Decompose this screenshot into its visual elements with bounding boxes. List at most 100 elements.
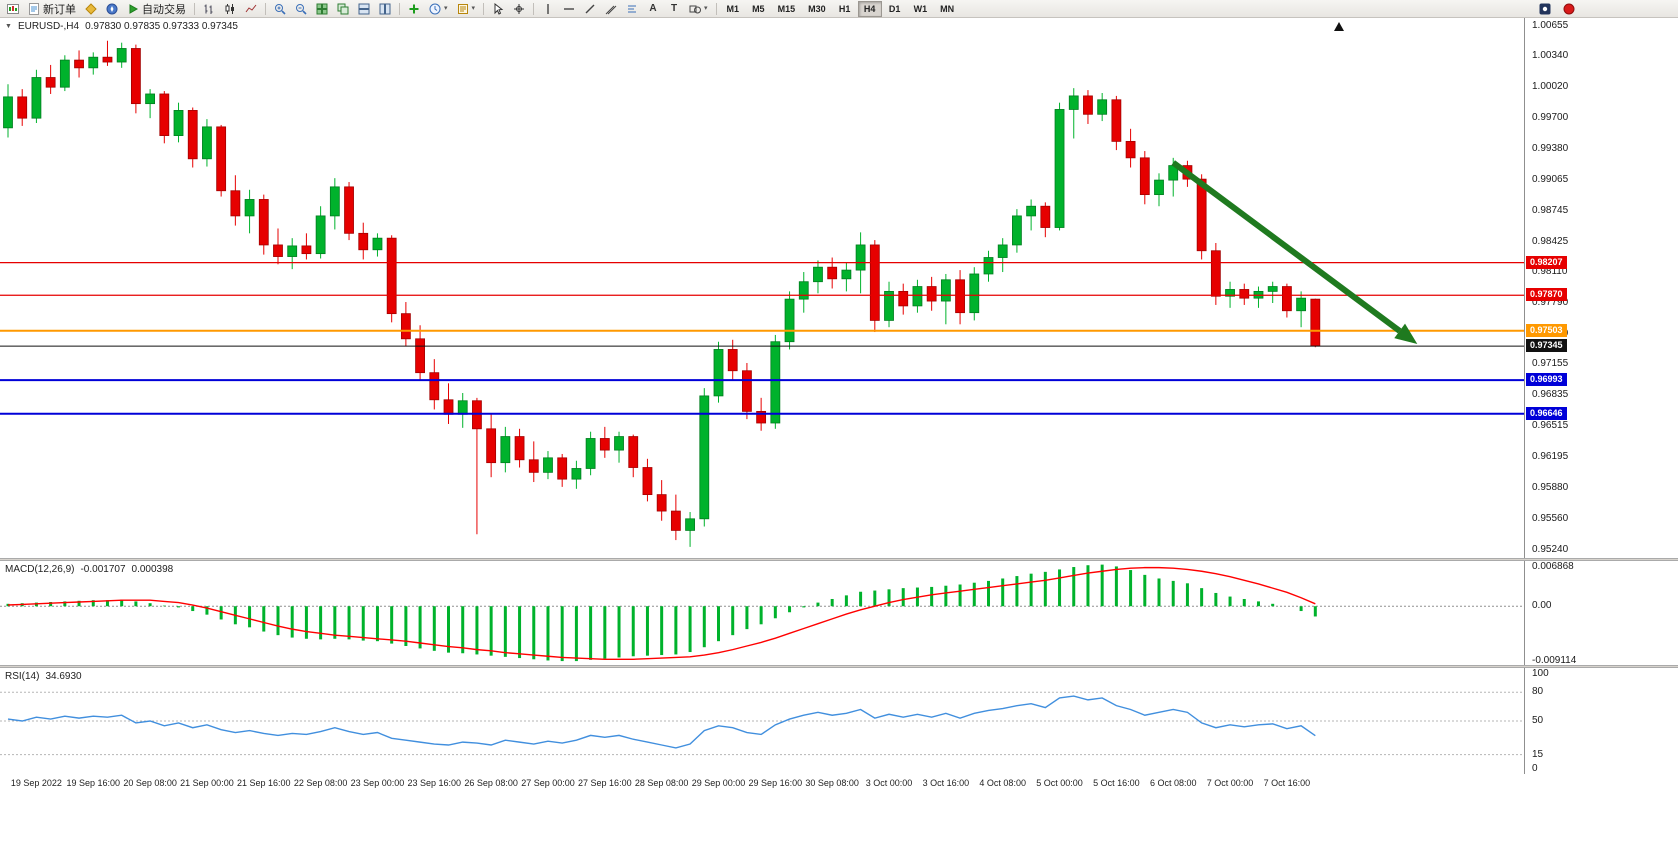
trend-arrow-object[interactable]	[1171, 160, 1418, 345]
price-axis-label: 0.98745	[1532, 204, 1569, 216]
chart-shift-marker-icon[interactable]	[1334, 22, 1344, 31]
price-badge: 0.97345	[1526, 339, 1567, 353]
cursor-button[interactable]	[488, 1, 508, 17]
macd-signal-line	[7, 566, 1316, 660]
time-axis[interactable]: 19 Sep 2022 19 Sep 16:00 20 Sep 08:00 21 Se…	[0, 774, 1678, 794]
chart-ohlc-values: 0.97830 0.97835 0.97333 0.97345	[85, 21, 238, 32]
crosshair-button[interactable]	[509, 1, 529, 17]
candlestick-chart-button[interactable]	[220, 1, 240, 17]
candlestick-series	[3, 40, 1321, 547]
tf-mn-button[interactable]: MN	[934, 1, 960, 17]
new-chart-icon	[7, 3, 19, 15]
cursor-icon	[492, 2, 504, 15]
tf-m30-button[interactable]: M30	[802, 1, 832, 17]
zoom-in-button[interactable]	[270, 1, 290, 17]
time-axis-label: 22 Sep 08:00	[293, 778, 348, 788]
trendline-tool-button[interactable]	[580, 1, 600, 17]
tf-h4-button[interactable]: H4	[857, 0, 882, 17]
new-order-label: 新订单	[43, 3, 76, 16]
tf-h1-button[interactable]: H1	[833, 1, 857, 17]
time-axis-label: 5 Oct 16:00	[1093, 778, 1140, 788]
shapes-tool-button[interactable]: ▾	[685, 1, 712, 17]
tf-m15-button[interactable]: M15	[772, 1, 802, 17]
panel-splitter[interactable]	[0, 558, 1678, 561]
text-tool-icon: A	[649, 3, 657, 14]
time-axis-label: 19 Sep 2022	[10, 778, 62, 788]
macd-value-main: -0.001707	[80, 564, 126, 575]
price-chart[interactable]	[0, 18, 1524, 558]
autotrade-play-icon	[127, 3, 139, 15]
time-axis-label: 29 Sep 16:00	[748, 778, 803, 788]
chart-title: ▼ EURUSD-,H4 0.97830 0.97835 0.97333 0.9…	[5, 21, 238, 32]
price-badge: 0.97503	[1526, 323, 1567, 337]
rsi-chart[interactable]	[0, 668, 1524, 774]
price-axis-label: 1.00020	[1532, 81, 1569, 93]
vertical-line-tool-button[interactable]	[538, 1, 558, 17]
tf-d1-button[interactable]: D1	[883, 1, 907, 17]
price-axis[interactable]: 1.00655 1.00340 1.00020 0.99700 0.99380 0.990…	[1524, 18, 1678, 558]
tf-m5-button[interactable]: M5	[746, 1, 771, 17]
time-axis-label: 23 Sep 16:00	[407, 778, 462, 788]
time-axis-label: 20 Sep 08:00	[123, 778, 177, 788]
navigator-button[interactable]	[102, 1, 122, 17]
autotrade-button[interactable]: 自动交易	[123, 1, 190, 17]
macd-axis-label: 0.006868	[1532, 561, 1574, 572]
fibonacci-icon	[626, 3, 638, 15]
market-watch-button[interactable]	[81, 1, 101, 17]
candlestick-chart-icon	[224, 3, 236, 15]
bars-chart-icon	[203, 3, 215, 15]
horizontal-line-icon	[563, 3, 575, 15]
templates-button[interactable]: ▾	[453, 1, 480, 17]
macd-name: MACD(12,26,9)	[5, 564, 75, 575]
record-button[interactable]	[1559, 1, 1579, 17]
price-axis-label: 0.97790	[1532, 297, 1569, 308]
indicators-plus-icon	[408, 3, 420, 15]
line-chart-icon	[245, 3, 257, 15]
bars-chart-button[interactable]	[199, 1, 219, 17]
label-tool-button[interactable]: T	[664, 1, 684, 17]
text-tool-button[interactable]: A	[643, 1, 663, 17]
zoom-out-icon	[295, 3, 307, 15]
autotrade-label: 自动交易	[142, 3, 186, 16]
tf-w1-button[interactable]: W1	[908, 1, 934, 17]
rsi-axis[interactable]: 100 80 50 15 0	[1524, 668, 1678, 774]
app-badge-button[interactable]	[1535, 1, 1555, 17]
indicators-button[interactable]	[404, 1, 424, 17]
macd-axis[interactable]: 0.006868 0.00 -0.009114	[1524, 561, 1678, 666]
price-badge: 0.97870	[1526, 288, 1567, 302]
panel-splitter[interactable]	[0, 665, 1678, 668]
rsi-line	[7, 695, 1316, 749]
line-chart-button[interactable]	[241, 1, 261, 17]
crosshair-icon	[513, 3, 525, 15]
price-badge: 0.96993	[1526, 373, 1567, 387]
bottom-filler	[0, 794, 1678, 844]
rsi-value: 34.6930	[45, 671, 82, 682]
tile-windows-button[interactable]	[312, 1, 332, 17]
channel-tool-button[interactable]	[601, 1, 621, 17]
tile-windows-icon	[316, 3, 328, 15]
tile-horizontal-button[interactable]	[354, 1, 374, 17]
time-axis-label: 7 Oct 00:00	[1206, 778, 1254, 788]
zoom-out-button[interactable]	[291, 1, 311, 17]
periods-button[interactable]: ▾	[425, 1, 452, 17]
tf-m1-button[interactable]: M1	[721, 1, 746, 17]
price-axis-label: 0.96515	[1532, 420, 1569, 432]
caret-down-icon: ▾	[704, 5, 708, 12]
tile-vertical-button[interactable]	[375, 1, 395, 17]
cascade-windows-button[interactable]	[333, 1, 353, 17]
time-axis-label: 6 Oct 08:00	[1149, 778, 1197, 788]
macd-chart[interactable]	[0, 561, 1524, 665]
price-badge: 0.98207	[1526, 255, 1567, 269]
price-axis-label: 0.95560	[1532, 512, 1569, 524]
horizontal-line-tool-button[interactable]	[559, 1, 579, 17]
new-order-button[interactable]: 新订单	[24, 1, 80, 17]
time-axis-label: 27 Sep 16:00	[578, 778, 632, 788]
time-axis-label: 21 Sep 00:00	[180, 778, 234, 788]
fibonacci-tool-button[interactable]	[622, 1, 642, 17]
new-chart-button[interactable]	[3, 1, 23, 17]
time-axis-label: 3 Oct 00:00	[865, 778, 913, 788]
price-axis-label: 0.96835	[1532, 389, 1569, 401]
time-axis-label: 5 Oct 00:00	[1036, 778, 1083, 788]
template-icon	[457, 3, 469, 15]
price-badge: 0.96646	[1526, 406, 1567, 420]
